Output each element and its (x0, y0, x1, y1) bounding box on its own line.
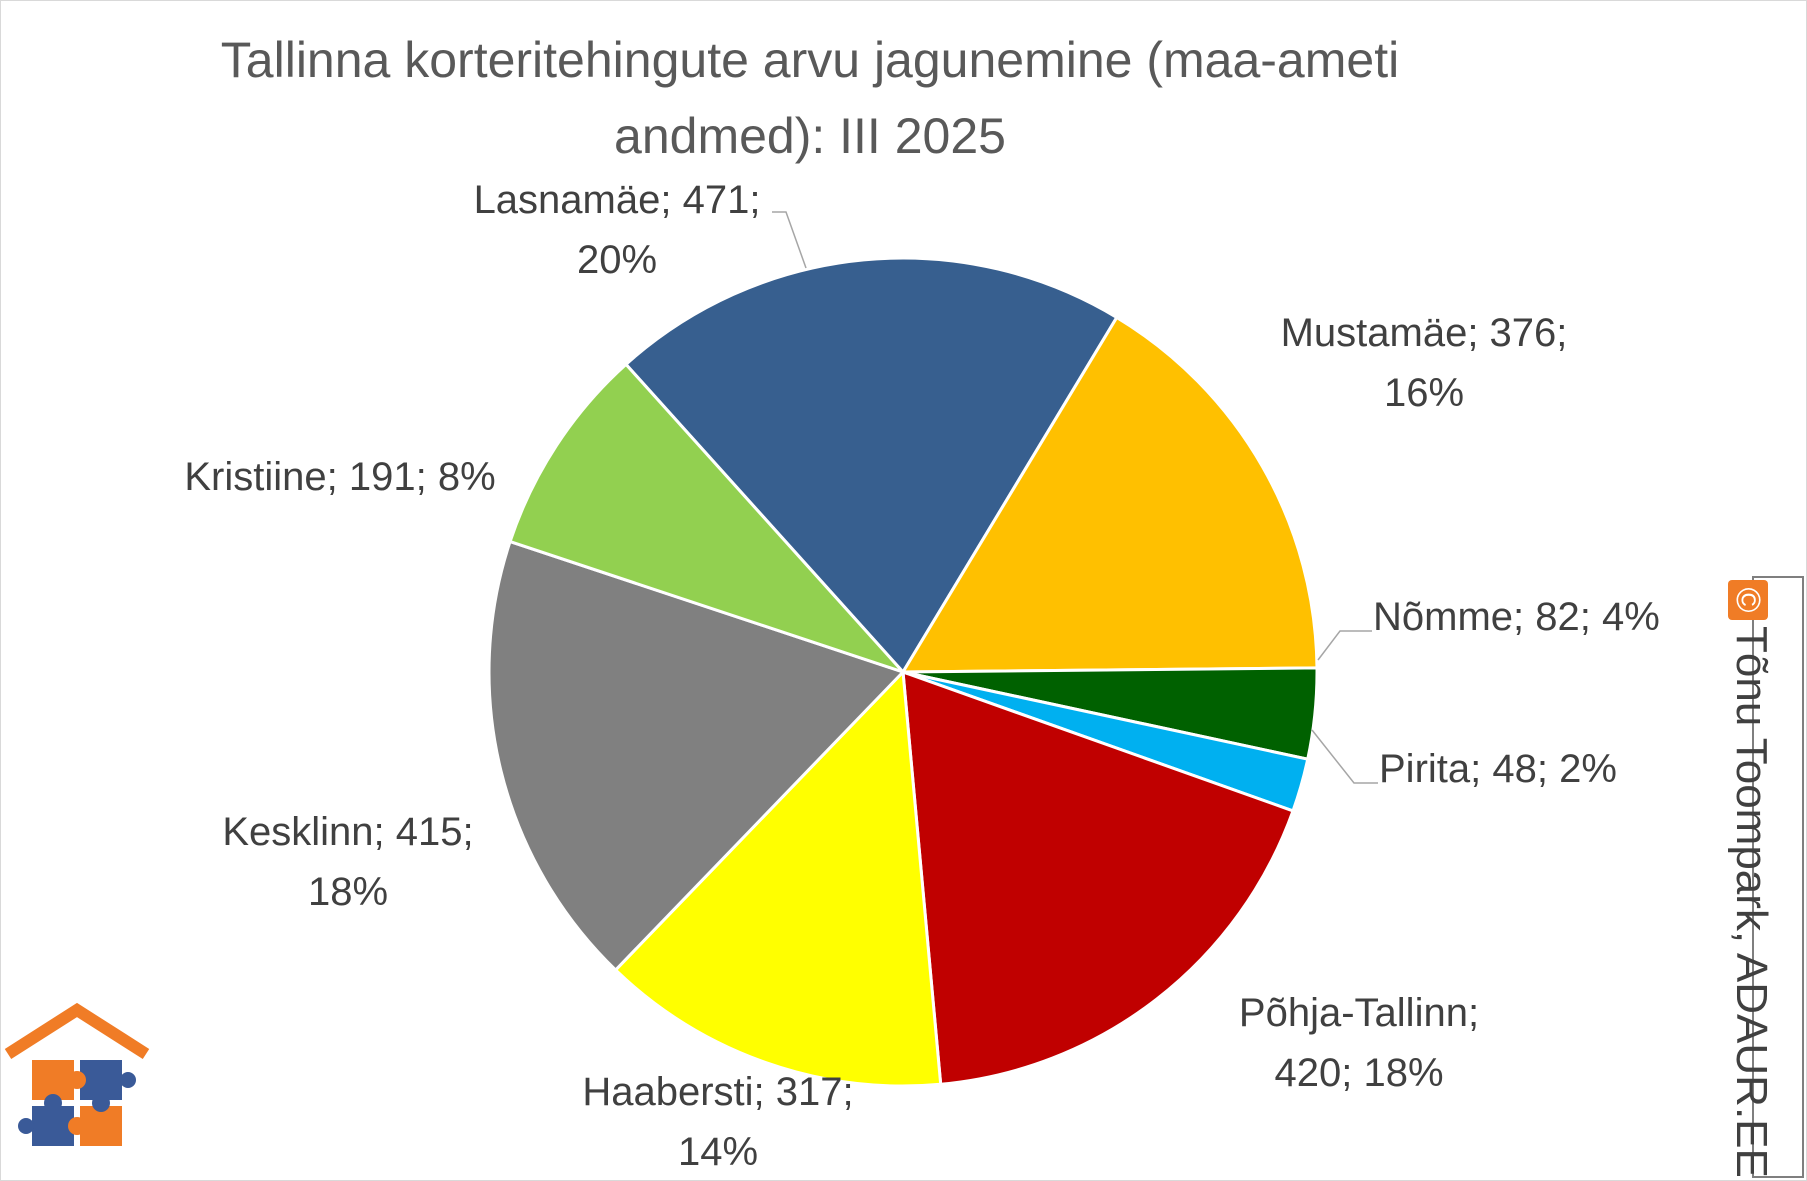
leader-line-pirita (1311, 729, 1378, 784)
pie-slice-mustamäe (900, 315, 1319, 674)
watermark: © Tõnu Toompark, ADAUR.EE (1726, 580, 1776, 1178)
data-label-põhja-tallinn: Põhja-Tallinn; 420; 18% (1239, 991, 1479, 1095)
copyright-icon: © (1728, 580, 1768, 620)
chart-title: Tallinna korteritehingute arvu jagunemin… (220, 32, 1400, 164)
data-label-haabersti: Haabersti; 317; 14% (582, 1070, 853, 1174)
pie-slice-lasnamäe (623, 256, 1119, 675)
leader-line-nõmme (1317, 630, 1372, 661)
leader-line-lasnamäe (772, 211, 807, 269)
watermark-frame (1752, 576, 1804, 1178)
house-puzzle-icon (2, 1002, 152, 1172)
data-label-kristiine: Kristiine; 191; 8% (184, 455, 495, 499)
data-label-lasnamäe: Lasnamäe; 471; 20% (474, 178, 761, 282)
pie-slice-põhja-tallinn (901, 669, 1295, 1086)
pie-slice-kristiine (508, 362, 908, 676)
data-label-nõmme: Nõmme; 82; 4% (1373, 595, 1660, 639)
data-label-kesklinn: Kesklinn; 415; 18% (222, 810, 473, 914)
pie-slice-haabersti (613, 668, 943, 1088)
data-label-pirita: Pirita; 48; 2% (1379, 747, 1617, 791)
data-label-mustamäe: Mustamäe; 376; 16% (1281, 311, 1568, 415)
watermark-text: Tõnu Toompark, ADAUR.EE (1727, 626, 1776, 1178)
pie-slice-kesklinn (487, 539, 906, 973)
